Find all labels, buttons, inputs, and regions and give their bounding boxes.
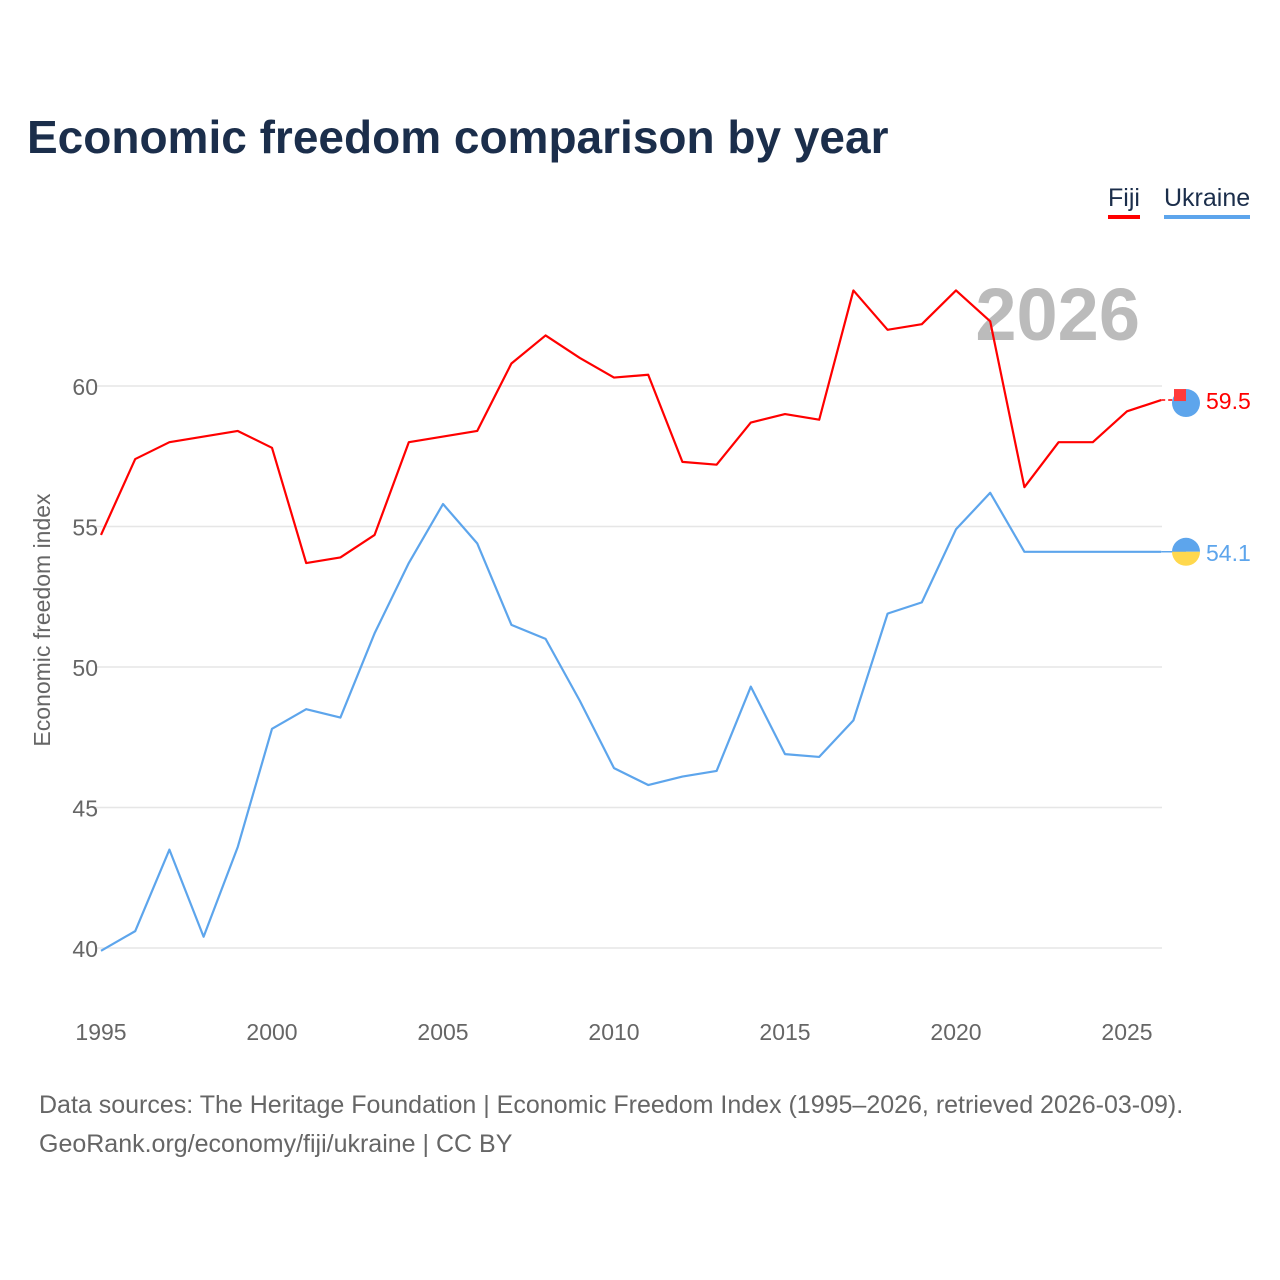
y-tick-label: 55 — [72, 515, 98, 541]
fiji-flag-canton — [1174, 389, 1186, 402]
source-line-1: Data sources: The Heritage Foundation | … — [39, 1091, 1184, 1119]
y-tick-label: 40 — [72, 936, 98, 962]
y-tick-label: 60 — [72, 374, 98, 400]
x-tick-label: 2015 — [759, 1019, 810, 1045]
series-line-fiji — [99, 289, 1162, 565]
source-note: Data sources: The Heritage Foundation | … — [39, 1086, 1183, 1164]
x-tick-label: 2025 — [1101, 1019, 1152, 1045]
end-value-label: 54.1 — [1206, 540, 1251, 566]
year-watermark: 2026 — [975, 273, 1140, 356]
chart-title: Economic freedom comparison by year — [27, 111, 889, 163]
x-tick-label: 2000 — [246, 1019, 297, 1045]
y-tick-label: 45 — [72, 796, 98, 822]
y-tick-label: 50 — [72, 655, 98, 681]
ukraine-flag-top — [1172, 537, 1200, 552]
x-tick-label: 1995 — [75, 1019, 126, 1045]
y-axis-label: Economic freedom index — [29, 493, 55, 747]
legend-fiji[interactable]: Fiji — [1108, 184, 1140, 219]
source-line-2[interactable]: GeoRank.org/economy/fiji/ukraine | CC BY — [39, 1130, 513, 1158]
x-tick-label: 2005 — [417, 1019, 468, 1045]
x-tick-label: 2020 — [930, 1019, 981, 1045]
end-value-label: 59.5 — [1206, 388, 1251, 414]
ukraine-flag-bottom — [1172, 551, 1200, 566]
legend-ukraine[interactable]: Ukraine — [1164, 184, 1251, 219]
x-tick-label: 2010 — [588, 1019, 639, 1045]
series-line-ukraine — [100, 491, 1162, 952]
